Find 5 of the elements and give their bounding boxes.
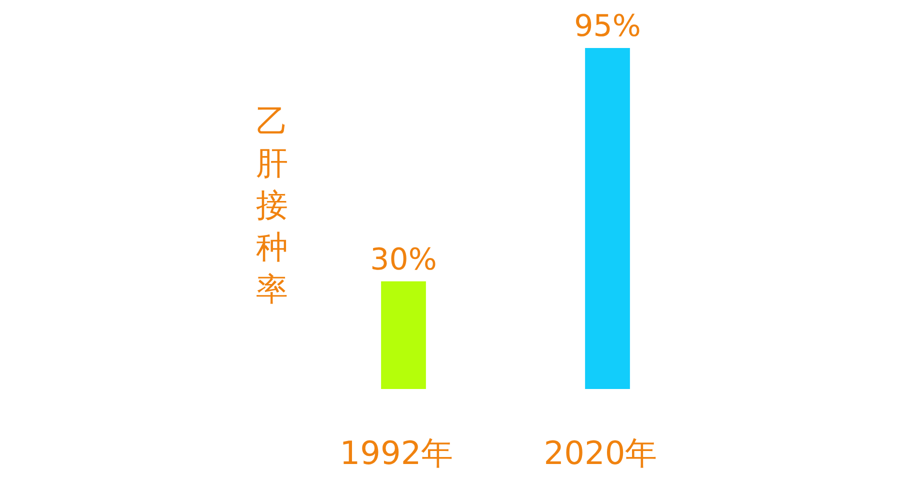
x-tick-label: 2020年 xyxy=(544,434,658,472)
data-label: 95% xyxy=(574,9,641,44)
y-axis-title: 乙肝接种率 xyxy=(256,102,288,308)
x-tick-label: 1992年 xyxy=(340,434,454,472)
data-label: 30% xyxy=(370,242,437,278)
